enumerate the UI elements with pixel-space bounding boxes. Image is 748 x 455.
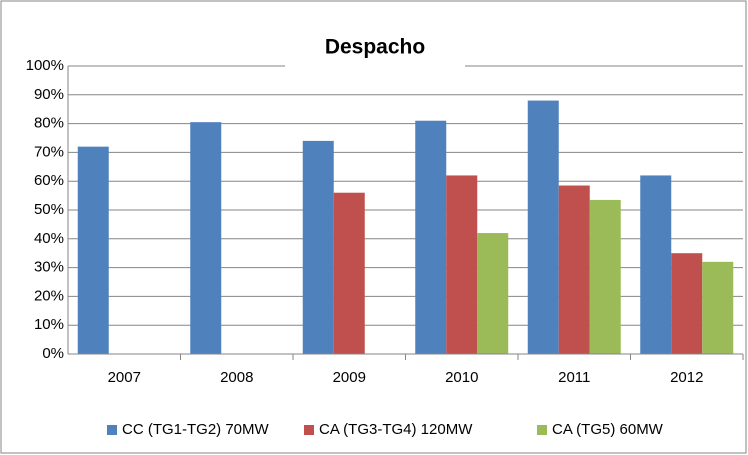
bar — [190, 122, 222, 354]
legend-swatch — [304, 425, 314, 435]
y-tick-label: 60% — [34, 172, 64, 189]
y-tick-label: 30% — [34, 259, 64, 276]
x-tick-label: 2009 — [333, 369, 366, 386]
bar — [446, 175, 478, 354]
bar — [333, 192, 365, 354]
plot-area: 0% 10% 20% 30% 40% 50% 60% 70% 80% 90% 100% 2007 200… — [26, 57, 744, 386]
legend-label: CA (TG3-TG4) 120MW — [319, 421, 473, 438]
bar — [302, 140, 334, 354]
y-tick-label: 20% — [34, 287, 64, 304]
bar — [702, 261, 734, 354]
y-tick-label: 80% — [34, 115, 64, 132]
bar — [477, 233, 509, 354]
bar — [77, 146, 109, 354]
legend-label: CA (TG5) 60MW — [552, 421, 664, 438]
legend-label: CC (TG1-TG2) 70MW — [122, 421, 270, 438]
x-tick-label: 2011 — [558, 369, 590, 386]
bar — [671, 253, 703, 354]
y-tick-label: 40% — [34, 230, 64, 247]
x-tick-label: 2012 — [670, 369, 703, 386]
y-tick-label: 70% — [34, 143, 64, 160]
legend-swatch — [107, 425, 117, 435]
chart-title: Despacho — [325, 36, 425, 59]
legend-swatch — [537, 425, 547, 435]
title-background — [285, 30, 465, 68]
x-tick-label: 2010 — [445, 369, 478, 386]
y-tick-label: 50% — [34, 201, 64, 218]
x-tick-label: 2007 — [108, 369, 141, 386]
bar — [415, 120, 447, 354]
bar — [589, 199, 621, 354]
bar — [527, 100, 559, 354]
bar — [640, 175, 672, 354]
y-tick-label: 0% — [42, 345, 64, 362]
y-tick-label: 100% — [26, 57, 64, 74]
y-tick-label: 10% — [34, 316, 64, 333]
y-tick-label: 90% — [34, 86, 64, 103]
bar — [558, 185, 590, 354]
x-tick-label: 2008 — [220, 369, 253, 386]
